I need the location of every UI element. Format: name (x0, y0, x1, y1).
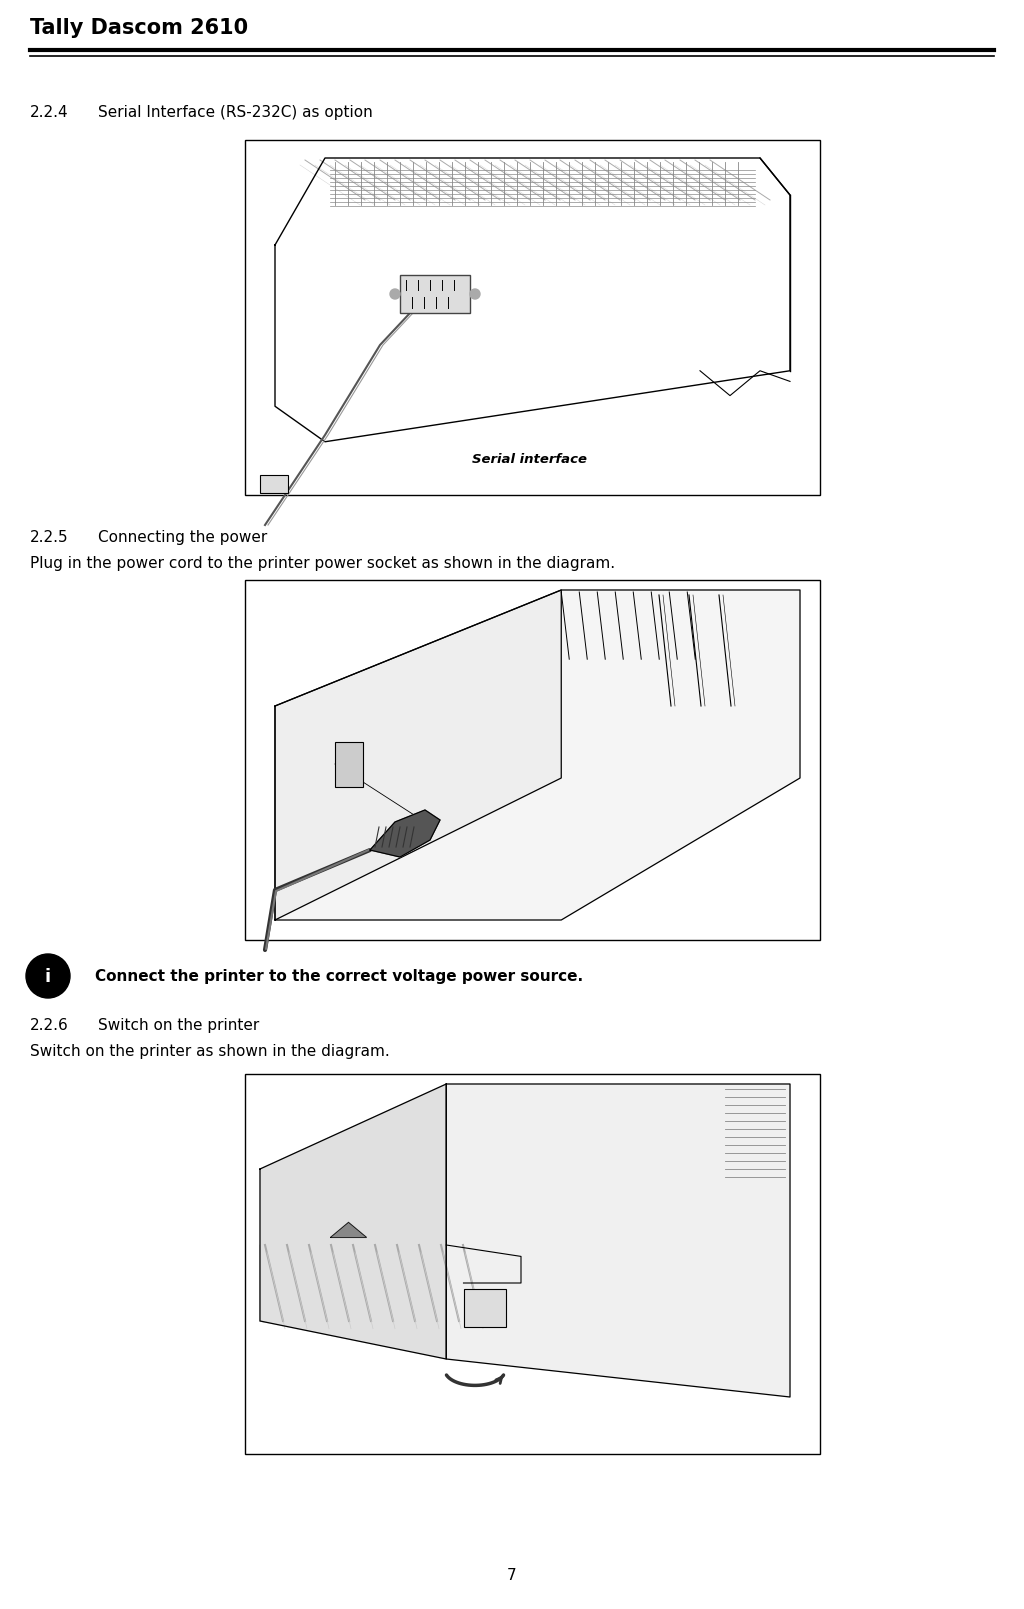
Text: Connecting the power: Connecting the power (98, 529, 267, 545)
Bar (400, 275, 470, 314)
Polygon shape (275, 591, 800, 920)
Polygon shape (260, 1245, 504, 1360)
Text: Tally Dascom 2610: Tally Dascom 2610 (30, 18, 248, 39)
Text: 2.2.5: 2.2.5 (30, 529, 69, 545)
Text: 2.2.6: 2.2.6 (30, 1018, 69, 1033)
Text: Connect the printer to the correct voltage power source.: Connect the printer to the correct volta… (95, 969, 583, 983)
Text: Switch on the printer: Switch on the printer (98, 1018, 259, 1033)
Polygon shape (446, 1084, 790, 1397)
Bar (245, 579, 820, 940)
Circle shape (26, 954, 70, 998)
Bar (260, 475, 288, 492)
Bar (464, 1289, 506, 1327)
Polygon shape (260, 1084, 446, 1360)
Bar (335, 742, 362, 787)
Polygon shape (331, 1223, 367, 1237)
Circle shape (390, 290, 400, 299)
Circle shape (470, 290, 480, 299)
Text: Serial interface: Serial interface (472, 454, 588, 467)
Text: i: i (45, 969, 51, 986)
Text: 2.2.4: 2.2.4 (30, 105, 69, 121)
Text: Serial Interface (RS-232C) as option: Serial Interface (RS-232C) as option (98, 105, 373, 121)
Text: Plug in the power cord to the printer power socket as shown in the diagram.: Plug in the power cord to the printer po… (30, 557, 615, 571)
Text: 7: 7 (507, 1567, 517, 1583)
Bar (245, 1073, 820, 1455)
Bar (245, 140, 820, 496)
Text: Switch on the printer as shown in the diagram.: Switch on the printer as shown in the di… (30, 1044, 390, 1059)
Polygon shape (275, 591, 561, 920)
Text: O: O (471, 1305, 479, 1315)
Text: I: I (493, 1300, 496, 1311)
Polygon shape (370, 809, 440, 858)
